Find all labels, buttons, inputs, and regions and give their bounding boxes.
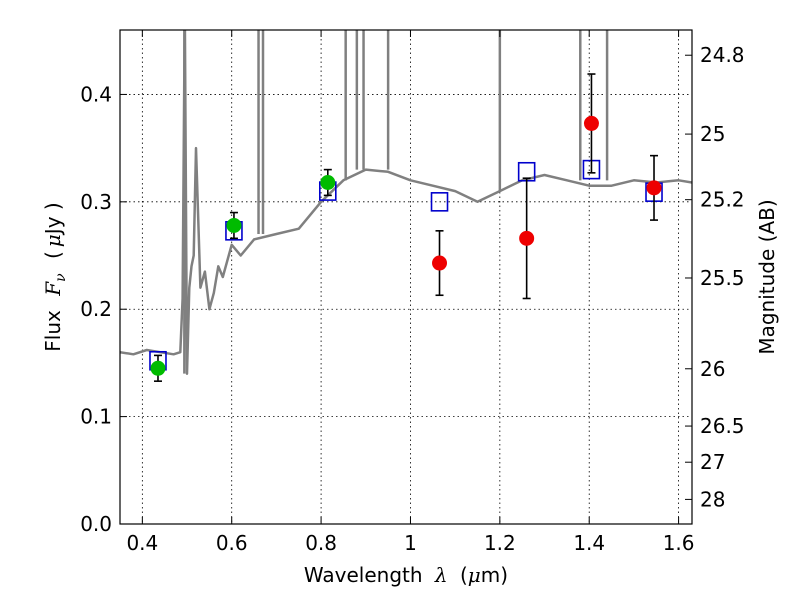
grid-lines xyxy=(120,30,692,524)
y2-tick-label: 28 xyxy=(700,487,725,511)
y-tick-label: 0.1 xyxy=(80,405,112,429)
y2-tick-label: 25.2 xyxy=(700,188,745,212)
red-data-point xyxy=(646,180,662,196)
y2-tick-label: 25.5 xyxy=(700,266,745,290)
green-data-point xyxy=(320,174,336,190)
y-axis-label-unit-open: ( xyxy=(41,251,65,259)
green-data-point xyxy=(150,360,166,376)
x-tick-label: 1 xyxy=(404,531,417,555)
axis-ticks: 0.4 0.6 0.8 1 1.2 1.4 1.6 0.0 0.1 0.2 0.3 0.4 24.8 25… xyxy=(80,30,745,555)
x-tick-label: 1.6 xyxy=(663,531,695,555)
x-axis-label-symbol: λ xyxy=(434,563,448,587)
x-axis-label-unit-mu: μ xyxy=(468,563,481,587)
y-tick-label: 0.3 xyxy=(80,190,112,214)
y-axis-label: Flux Fν ( μJy ) xyxy=(41,202,70,351)
green-data-point xyxy=(226,217,242,233)
y-axis-label-text: Flux xyxy=(41,310,65,352)
y-axis-label-unit-rest: Jy ) xyxy=(41,202,65,236)
x-tick-label: 0.6 xyxy=(216,531,248,555)
y-tick-label: 0.0 xyxy=(80,512,112,536)
x-axis-label-text: Wavelength xyxy=(304,563,423,587)
y-axis-label-symbol: F xyxy=(41,281,65,297)
red-data-point xyxy=(519,230,535,246)
x-tick-label: 0.8 xyxy=(305,531,337,555)
red-data-point xyxy=(432,255,448,271)
x-axis-label-unit-rest: m) xyxy=(481,563,508,587)
y2-tick-label: 25 xyxy=(700,122,725,146)
x-tick-label: 0.4 xyxy=(126,531,158,555)
y2-tick-label: 24.8 xyxy=(700,43,745,67)
x-axis-label: Wavelength λ (μm) xyxy=(304,563,508,587)
y-tick-label: 0.2 xyxy=(80,297,112,321)
x-tick-label: 1.2 xyxy=(484,531,516,555)
red-data-point xyxy=(583,115,599,131)
x-tick-label: 1.4 xyxy=(573,531,605,555)
y-axis-label-subscript: ν xyxy=(53,273,69,282)
y2-tick-label: 27 xyxy=(700,450,725,474)
x-axis-label-unit-open: ( xyxy=(460,563,468,587)
y2-tick-label: 26 xyxy=(700,357,725,381)
sed-curve-layer xyxy=(120,30,692,375)
plot-frame xyxy=(119,29,693,525)
y2-tick-label: 26.5 xyxy=(700,414,745,438)
y-axis-label-unit-mu: μ xyxy=(41,234,65,247)
model-square-point xyxy=(430,192,449,212)
y2-axis-label: Magnitude (AB) xyxy=(755,199,779,354)
data-marks-layer xyxy=(149,73,663,382)
y-tick-label: 0.4 xyxy=(80,82,112,106)
